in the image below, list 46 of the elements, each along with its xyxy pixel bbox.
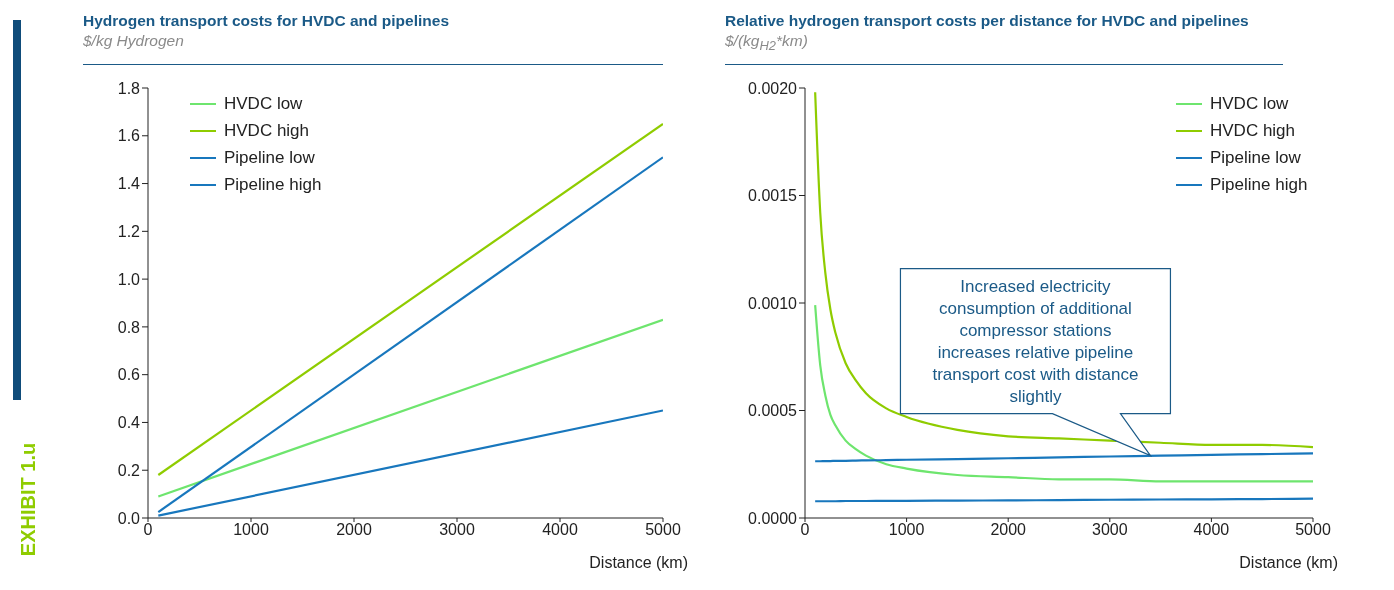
legend-label: Pipeline low xyxy=(224,147,315,169)
y-tick-label: 0.8 xyxy=(117,318,141,336)
x-tick-label: 4000 xyxy=(542,521,578,539)
legend-label: Pipeline low xyxy=(1210,147,1301,169)
x-tick-label: 1000 xyxy=(888,521,925,539)
y-tick-label: 0.0005 xyxy=(748,402,798,420)
line-series xyxy=(814,304,1313,483)
x-tick-label: 2000 xyxy=(990,521,1027,539)
y-tick-label: 1.6 xyxy=(117,127,141,145)
x-tick-label: 0 xyxy=(800,521,810,539)
legend-label: HVDC high xyxy=(224,120,310,142)
y-tick-label: 1.8 xyxy=(117,79,141,97)
legend-label: Pipeline high xyxy=(224,174,322,196)
y-tick-label: 1.2 xyxy=(117,223,141,241)
legend-label: Pipeline high xyxy=(1210,174,1308,196)
y-tick-label: 0.0020 xyxy=(748,79,798,97)
legend-label: HVDC low xyxy=(224,93,303,115)
annotation: Increased electricity consumption of additional compressor stations increases relative pipeline transport cost with distance slightly xyxy=(932,277,1139,407)
x-tick-label: 2000 xyxy=(336,521,372,539)
y-tick-label: 0.0 xyxy=(117,509,141,527)
x-axis-title: Distance (km) xyxy=(589,554,688,571)
y-tick-label: 0.0015 xyxy=(748,187,798,205)
x-tick-label: 3000 xyxy=(1092,521,1128,539)
line-series xyxy=(814,91,1313,449)
x-axis-title: Distance (km) xyxy=(1239,554,1338,571)
y-tick-label: 0.4 xyxy=(117,414,141,432)
chart-title: Relative hydrogen transport costs per distance for HVDC and pipelines xyxy=(725,12,1249,30)
legend-label: HVDC low xyxy=(1210,93,1289,115)
y-tick-label: 0.0010 xyxy=(748,294,798,312)
line-series xyxy=(814,452,1313,463)
x-tick-label: 5000 xyxy=(645,521,681,539)
x-tick-label: 0 xyxy=(143,521,153,539)
y-tick-label: 0.6 xyxy=(117,366,141,384)
legend-label: HVDC high xyxy=(1210,120,1296,142)
chart-title: Hydrogen transport costs for HVDC and pipelines xyxy=(83,12,450,30)
x-tick-label: 3000 xyxy=(439,521,475,539)
x-tick-label: 1000 xyxy=(233,521,269,539)
x-tick-label: 4000 xyxy=(1193,521,1230,539)
y-tick-label: 1.4 xyxy=(117,175,141,193)
y-tick-label: 1.0 xyxy=(117,270,141,288)
text: EXHIBIT 1.u xyxy=(16,441,40,559)
y-tick-label: 0.2 xyxy=(117,461,141,479)
chart-subtitle: $/kg Hydrogen xyxy=(83,32,184,50)
chart-subtitle: $/(kg$_{H2}$*km) xyxy=(725,32,808,54)
y-tick-label: 0.0000 xyxy=(748,509,798,527)
x-tick-label: 5000 xyxy=(1295,521,1331,539)
